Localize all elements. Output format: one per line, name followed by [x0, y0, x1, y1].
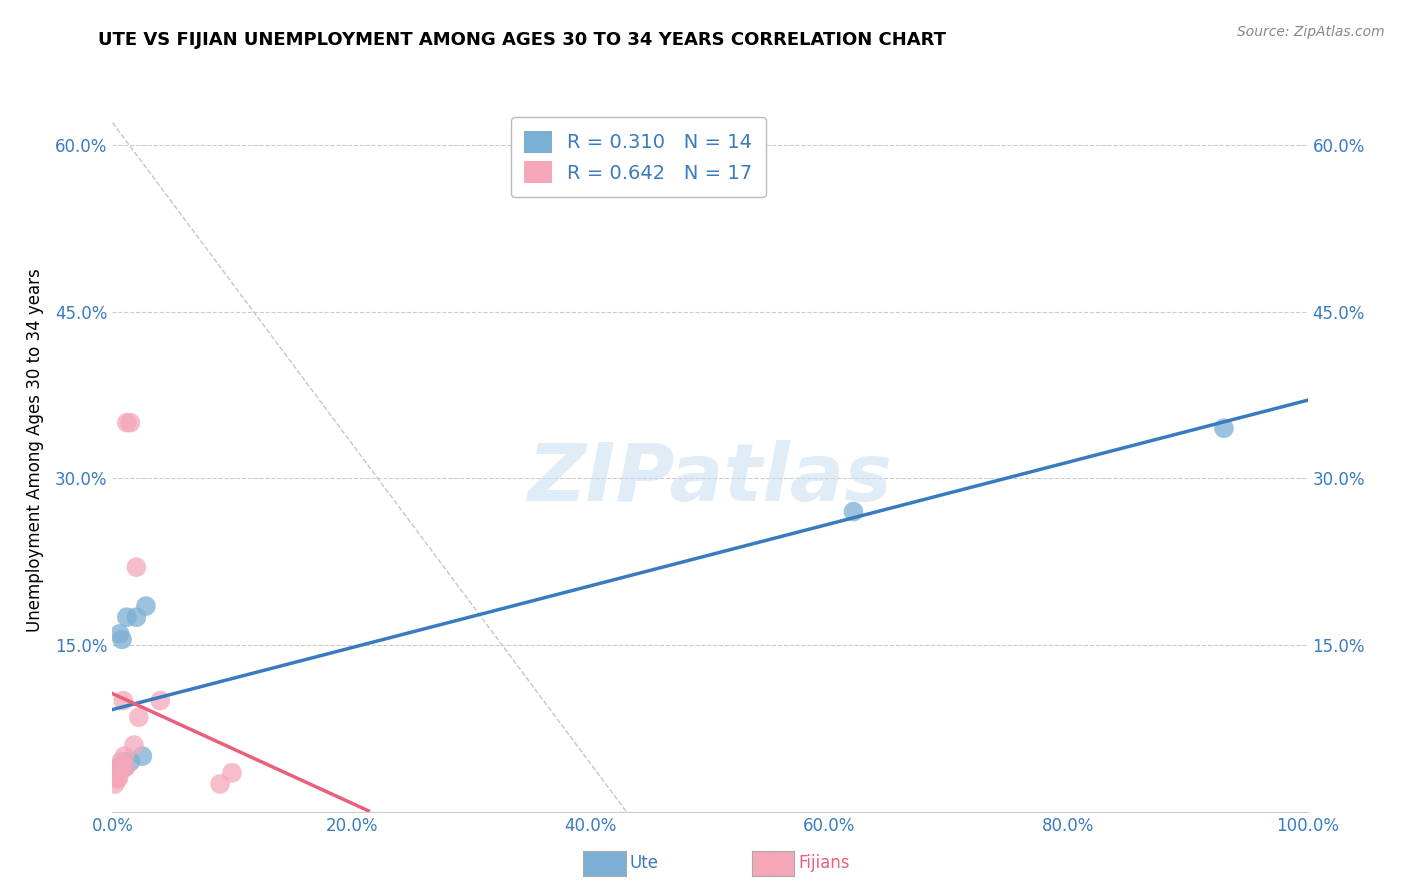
Point — [114, 760, 136, 774]
Point — [115, 610, 138, 624]
Point — [110, 755, 132, 769]
Y-axis label: Unemployment Among Ages 30 to 34 years: Unemployment Among Ages 30 to 34 years — [25, 268, 44, 632]
Point — [108, 765, 131, 780]
Point — [842, 505, 865, 519]
Point — [209, 777, 232, 791]
Point — [115, 416, 138, 430]
Point — [221, 765, 243, 780]
Text: Source: ZipAtlas.com: Source: ZipAtlas.com — [1237, 25, 1385, 39]
Legend: R = 0.310   N = 14, R = 0.642   N = 17: R = 0.310 N = 14, R = 0.642 N = 17 — [510, 117, 766, 197]
Point — [125, 560, 148, 574]
Text: Fijians: Fijians — [799, 855, 851, 872]
Point — [135, 599, 157, 613]
Text: UTE VS FIJIAN UNEMPLOYMENT AMONG AGES 30 TO 34 YEARS CORRELATION CHART: UTE VS FIJIAN UNEMPLOYMENT AMONG AGES 30… — [98, 31, 946, 49]
Point — [114, 760, 135, 774]
Point — [114, 755, 135, 769]
Point — [105, 772, 128, 786]
Point — [107, 772, 129, 786]
Text: ZIPatlas: ZIPatlas — [527, 441, 893, 518]
Point — [120, 755, 142, 769]
Point — [112, 693, 135, 707]
Point — [125, 610, 148, 624]
Point — [149, 693, 172, 707]
Point — [108, 627, 131, 641]
Point — [111, 760, 134, 774]
Point — [107, 760, 129, 774]
Point — [104, 777, 127, 791]
Point — [131, 749, 153, 764]
Point — [114, 749, 135, 764]
Text: Ute: Ute — [630, 855, 659, 872]
Point — [1213, 421, 1236, 435]
Point — [111, 632, 134, 647]
Point — [120, 416, 142, 430]
Point — [122, 738, 145, 752]
Point — [128, 710, 150, 724]
Point — [111, 760, 134, 774]
Point — [105, 765, 128, 780]
